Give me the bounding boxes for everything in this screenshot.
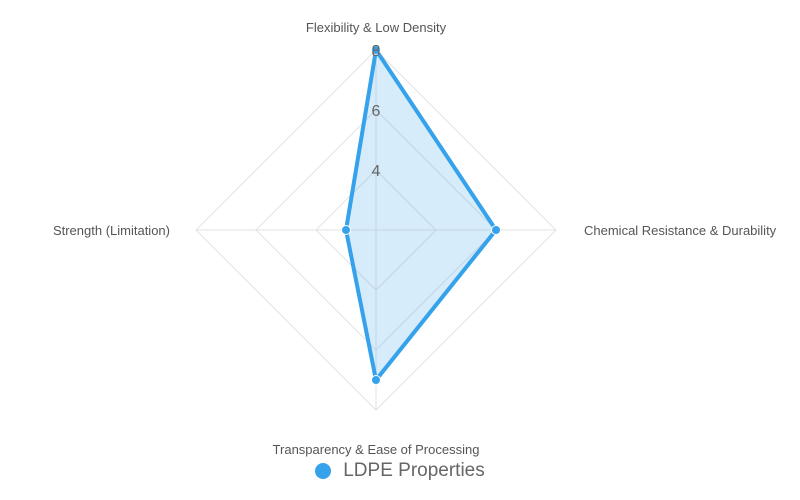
- legend-marker-ldpe: [315, 463, 332, 479]
- axis-label-2: Chemical Resistance & Durability: [584, 223, 777, 238]
- data-point-3[interactable]: [371, 375, 381, 385]
- data-point-2[interactable]: [491, 225, 501, 235]
- legend-label-ldpe: LDPE Properties: [343, 460, 485, 481]
- tick-label-6: 6: [372, 103, 381, 120]
- axis-label-1: Flexibility & Low Density: [306, 20, 447, 35]
- tick-label-8: 8: [372, 43, 381, 60]
- data-point-4[interactable]: [341, 225, 351, 235]
- chart-legend[interactable]: LDPE Properties: [0, 460, 800, 482]
- axis-label-4: Strength (Limitation): [53, 223, 170, 238]
- tick-label-4: 4: [372, 163, 381, 180]
- data-point-1[interactable]: [371, 45, 381, 55]
- series-area-1: [344, 48, 498, 382]
- axis-label-3: Transparency & Ease of Processing: [273, 442, 480, 457]
